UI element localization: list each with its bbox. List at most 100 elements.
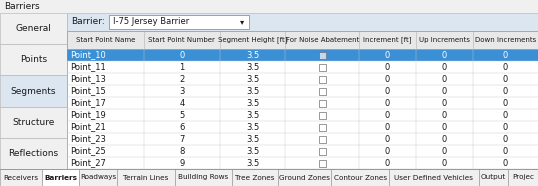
Text: Start Point Name: Start Point Name <box>76 37 135 43</box>
Text: Segment Height [ft]: Segment Height [ft] <box>218 37 288 43</box>
Bar <box>67 157 538 169</box>
Text: 0: 0 <box>442 134 447 144</box>
Text: 0: 0 <box>385 123 390 132</box>
Text: Segments: Segments <box>11 86 56 95</box>
Bar <box>67 97 538 109</box>
Text: 3.5: 3.5 <box>246 123 259 132</box>
Text: 7: 7 <box>179 134 185 144</box>
Bar <box>319 100 326 107</box>
Text: 0: 0 <box>442 158 447 168</box>
Text: 0: 0 <box>502 110 508 119</box>
Text: Terrain Lines: Terrain Lines <box>123 174 168 180</box>
Text: Point_17: Point_17 <box>70 99 106 108</box>
Bar <box>67 31 538 169</box>
Text: General: General <box>16 24 52 33</box>
Bar <box>319 135 326 142</box>
Text: Point_10: Point_10 <box>70 51 106 60</box>
Bar <box>319 124 326 131</box>
Bar <box>232 169 278 186</box>
Text: 0: 0 <box>442 75 447 84</box>
Bar <box>67 31 538 49</box>
Bar <box>319 160 326 166</box>
Text: 3.5: 3.5 <box>246 134 259 144</box>
Bar <box>67 85 538 97</box>
Text: 0: 0 <box>385 147 390 155</box>
Text: Structure: Structure <box>12 118 55 127</box>
Text: 3.5: 3.5 <box>246 110 259 119</box>
Text: Point_23: Point_23 <box>70 134 106 144</box>
Bar <box>319 111 326 118</box>
Bar <box>0 75 67 107</box>
Bar <box>175 169 232 186</box>
Text: Up Increments: Up Increments <box>419 37 470 43</box>
Text: 0: 0 <box>502 51 508 60</box>
Text: 0: 0 <box>442 123 447 132</box>
Text: 0: 0 <box>385 110 390 119</box>
Text: 3: 3 <box>179 86 185 95</box>
Bar <box>67 13 538 31</box>
Text: 0: 0 <box>385 134 390 144</box>
Text: 3.5: 3.5 <box>246 75 259 84</box>
Text: 0: 0 <box>502 158 508 168</box>
Text: 3.5: 3.5 <box>246 62 259 71</box>
Bar <box>389 169 479 186</box>
Bar <box>0 0 538 13</box>
Bar <box>79 169 117 186</box>
Text: 0: 0 <box>502 123 508 132</box>
Text: 8: 8 <box>179 147 185 155</box>
Text: 0: 0 <box>442 99 447 108</box>
Bar <box>67 73 538 85</box>
Text: 0: 0 <box>442 51 447 60</box>
Text: 0: 0 <box>385 75 390 84</box>
Text: 0: 0 <box>442 62 447 71</box>
Text: 1: 1 <box>179 62 185 71</box>
Text: Point_25: Point_25 <box>70 147 106 155</box>
Text: 0: 0 <box>442 110 447 119</box>
Text: Increment [ft]: Increment [ft] <box>363 37 412 43</box>
Text: Down Increments: Down Increments <box>475 37 536 43</box>
Bar <box>319 52 326 59</box>
Text: 3.5: 3.5 <box>246 99 259 108</box>
Text: Point_27: Point_27 <box>70 158 106 168</box>
Bar <box>67 49 538 61</box>
Bar <box>109 15 249 29</box>
Bar <box>319 76 326 83</box>
Bar <box>117 169 175 186</box>
Text: 4: 4 <box>179 99 185 108</box>
Text: ▾: ▾ <box>240 17 244 26</box>
Text: 0: 0 <box>385 158 390 168</box>
Text: 0: 0 <box>502 75 508 84</box>
Text: 0: 0 <box>502 134 508 144</box>
Text: Barriers: Barriers <box>4 2 40 11</box>
Text: 0: 0 <box>385 99 390 108</box>
Text: Point_11: Point_11 <box>70 62 106 71</box>
Text: I-75 Jersey Barrier: I-75 Jersey Barrier <box>113 17 189 26</box>
Text: 6: 6 <box>179 123 185 132</box>
Bar <box>479 169 508 186</box>
Text: 3.5: 3.5 <box>246 86 259 95</box>
Text: 0: 0 <box>502 99 508 108</box>
Bar <box>67 109 538 121</box>
Text: 0: 0 <box>502 86 508 95</box>
Text: Roadways: Roadways <box>80 174 116 180</box>
Text: 3.5: 3.5 <box>246 51 259 60</box>
Bar <box>319 87 326 94</box>
Bar <box>331 169 389 186</box>
Text: Tree Zones: Tree Zones <box>235 174 275 180</box>
Text: User Defined Vehicles: User Defined Vehicles <box>394 174 473 180</box>
Text: 5: 5 <box>179 110 185 119</box>
Text: Reflections: Reflections <box>9 149 59 158</box>
Text: 0: 0 <box>385 86 390 95</box>
Text: 9: 9 <box>179 158 185 168</box>
Bar <box>67 121 538 133</box>
Text: 0: 0 <box>442 86 447 95</box>
Bar <box>319 63 326 70</box>
Bar <box>67 145 538 157</box>
Text: Ground Zones: Ground Zones <box>279 174 330 180</box>
Text: Points: Points <box>20 55 47 64</box>
Bar <box>0 169 41 186</box>
Text: Point_15: Point_15 <box>70 86 106 95</box>
Bar <box>0 107 67 138</box>
Text: Barrier:: Barrier: <box>71 17 105 26</box>
Text: 3.5: 3.5 <box>246 158 259 168</box>
